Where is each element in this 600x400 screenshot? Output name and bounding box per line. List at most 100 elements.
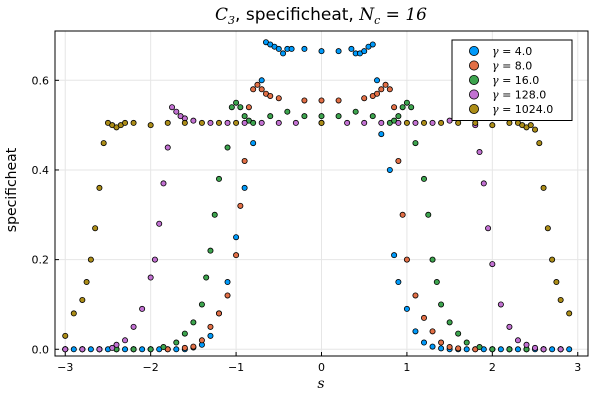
data-point (395, 157, 402, 164)
title-prefix-sub: 3 (228, 14, 235, 27)
data-point (292, 119, 299, 126)
legend-entry: γ = 8.0 (468, 60, 532, 73)
data-point (506, 323, 513, 330)
data-point (429, 119, 436, 126)
legend-label: γ = 16.0 (492, 74, 539, 87)
data-point (233, 99, 240, 106)
data-point (446, 117, 453, 124)
x-tick-label: 3 (574, 361, 581, 374)
data-point (420, 339, 427, 346)
data-point (382, 81, 389, 88)
data-point (429, 343, 436, 350)
data-point (523, 341, 530, 348)
data-points (62, 39, 573, 353)
data-point (433, 279, 440, 286)
data-point (190, 117, 197, 124)
data-point (198, 119, 205, 126)
data-point (301, 97, 308, 104)
data-point (224, 119, 231, 126)
data-point (463, 346, 470, 353)
data-point (361, 95, 368, 102)
data-point (420, 119, 427, 126)
data-point (173, 339, 180, 346)
data-point (399, 104, 406, 111)
data-point (113, 341, 120, 348)
data-point (190, 319, 197, 326)
data-point (378, 119, 385, 126)
data-point (160, 180, 167, 187)
data-point (549, 256, 556, 263)
data-point (544, 225, 551, 232)
x-tick-label: 2 (489, 361, 496, 374)
data-point (318, 48, 325, 55)
data-point (369, 41, 376, 48)
data-point (130, 323, 137, 330)
legend-label-symbol: γ (492, 60, 499, 73)
data-point (207, 332, 214, 339)
x-axis-label: s (317, 376, 324, 392)
y-tick-label: 0.0 (32, 343, 50, 356)
data-point (122, 119, 129, 126)
y-tick-label: 0.2 (32, 254, 50, 267)
legend-label: γ = 1024.0 (492, 103, 553, 116)
data-point (173, 108, 180, 115)
legend-label: γ = 8.0 (492, 60, 532, 73)
data-point (181, 344, 188, 351)
legend-entry: γ = 128.0 (468, 89, 546, 102)
x-axis-ticks: −3 −2 −1 0 1 2 3 (57, 352, 581, 374)
data-point (207, 247, 214, 254)
data-point (506, 119, 513, 126)
legend-marker (468, 89, 479, 100)
data-point (169, 104, 176, 111)
data-point (96, 346, 103, 353)
data-point (318, 113, 325, 120)
title-var: N (358, 5, 375, 25)
data-point (446, 344, 453, 351)
data-point (70, 310, 77, 317)
data-point (215, 119, 222, 126)
data-point (429, 328, 436, 335)
data-point (267, 93, 274, 100)
data-point (275, 45, 282, 52)
data-point (557, 346, 564, 353)
data-point (147, 274, 154, 281)
data-point (181, 330, 188, 337)
data-point (378, 131, 385, 138)
data-point (489, 261, 496, 268)
legend-marker (468, 75, 479, 86)
title-var-sub: c (374, 14, 380, 27)
data-point (139, 346, 146, 353)
data-point (549, 346, 556, 353)
data-point (429, 256, 436, 263)
data-point (275, 119, 282, 126)
data-point (446, 319, 453, 326)
data-point (463, 339, 470, 346)
data-point (83, 279, 90, 286)
data-point (164, 119, 171, 126)
data-point (130, 346, 137, 353)
data-point (275, 95, 282, 102)
data-point (250, 119, 257, 126)
data-point (318, 119, 325, 126)
data-point (514, 337, 521, 344)
data-point (87, 256, 94, 263)
data-point (536, 140, 543, 147)
chart-title: C3, specificheat, Nc = 16 (215, 5, 427, 27)
data-point (420, 314, 427, 321)
data-point (369, 113, 376, 120)
data-point (485, 225, 492, 232)
data-point (352, 108, 359, 115)
y-tick-label: 0.6 (32, 74, 50, 87)
data-point (412, 119, 419, 126)
data-point (181, 119, 188, 126)
data-point (438, 339, 445, 346)
data-point (301, 113, 308, 120)
data-point (497, 346, 504, 353)
data-point (70, 346, 77, 353)
data-point (237, 104, 244, 111)
data-point (164, 144, 171, 151)
data-point (62, 346, 69, 353)
series-4 (62, 119, 573, 339)
data-point (403, 305, 410, 312)
legend-label-symbol: γ (492, 103, 499, 116)
